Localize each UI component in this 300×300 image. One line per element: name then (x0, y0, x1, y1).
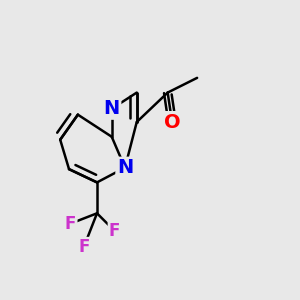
Text: O: O (164, 112, 180, 131)
Text: N: N (117, 158, 133, 177)
Text: F: F (78, 238, 89, 256)
Text: F: F (65, 214, 76, 232)
Text: F: F (109, 222, 120, 240)
Text: N: N (103, 99, 120, 118)
